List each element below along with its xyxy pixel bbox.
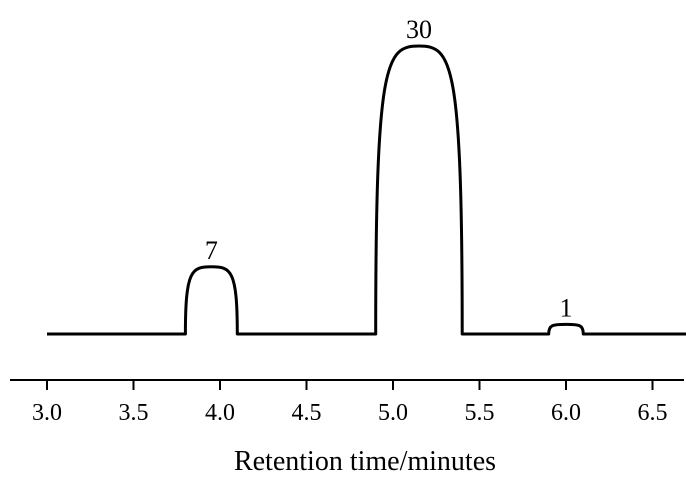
x-tick-label: 5.0 [378,400,408,426]
x-tick-label: 3.0 [32,400,62,426]
x-tick-label: 4.5 [292,400,322,426]
x-axis-tick-labels: 3.0 3.5 4.0 4.5 5.0 5.5 6.0 6.5 [32,400,668,426]
x-tick-label: 4.0 [205,400,235,426]
x-tick-label: 5.5 [465,400,495,426]
peak-label: 7 [205,236,218,265]
chromatogram-trace [47,44,686,336]
peak-label: 30 [406,15,432,44]
x-tick-label: 3.5 [119,400,149,426]
chromatogram-line [47,44,686,336]
peak-label: 1 [560,293,573,322]
x-axis-title: Retention time/minutes [234,446,496,477]
x-tick-label: 6.5 [638,400,668,426]
peak-labels: 7 30 1 [205,15,573,322]
x-axis-ticks [46,380,654,390]
x-tick-label: 6.0 [551,400,581,426]
